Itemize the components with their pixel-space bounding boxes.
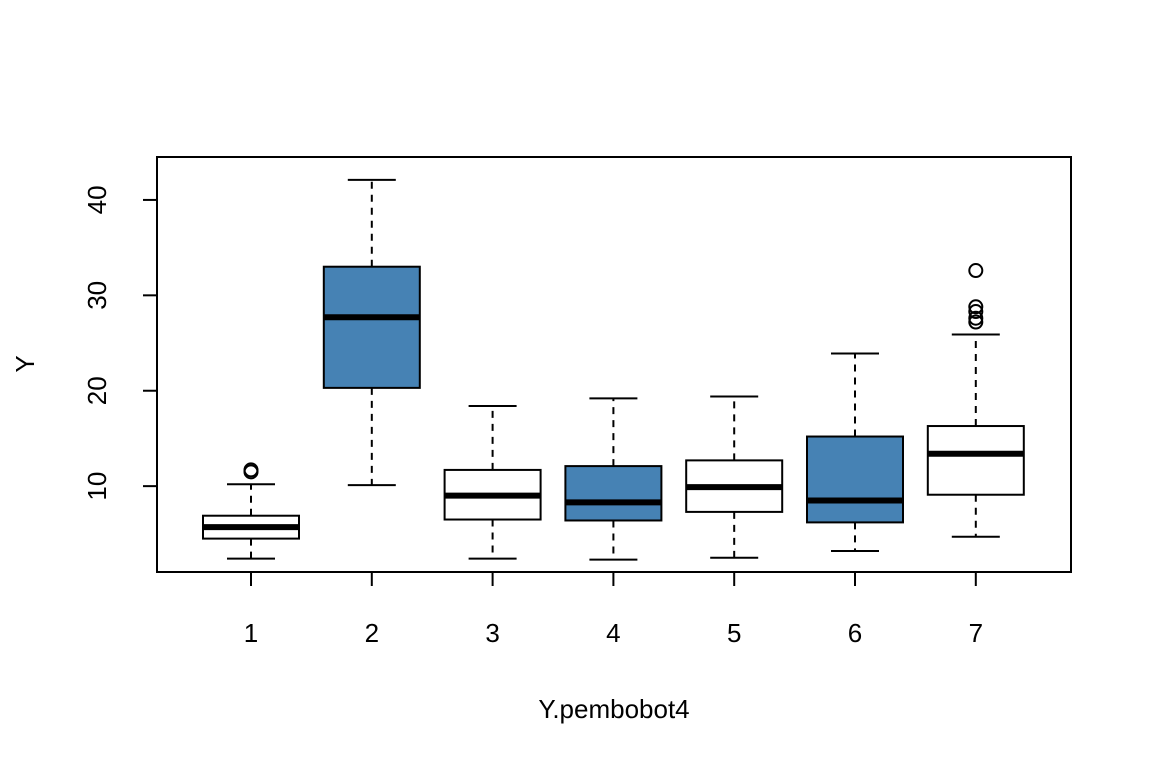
x-tick-label: 2 [365,618,379,648]
x-tick-label: 1 [244,618,258,648]
x-tick-label: 4 [606,618,620,648]
outlier-point [968,304,984,320]
box-body [806,435,904,524]
x-tick-label: 5 [727,618,741,648]
box-group-5 [685,395,784,559]
box-group-1 [202,462,300,560]
x-tick-label: 7 [969,618,983,648]
box-body [926,425,1025,496]
y-tick-label: 40 [82,185,112,214]
box-group-3 [443,405,542,560]
box-group-2 [322,178,421,487]
outlier-point [968,314,984,330]
y-tick-label: 20 [82,376,112,405]
box-body [564,465,663,522]
box-group-7 [926,263,1025,538]
x-tick-label: 6 [848,618,862,648]
box-body [322,265,421,389]
boxes-layer [202,178,1025,561]
x-tick-label: 3 [485,618,499,648]
box-group-4 [564,397,663,561]
y-axis: 10 20 30 40 [82,185,157,501]
y-tick-label: 10 [82,472,112,501]
outlier-point [968,263,984,279]
box-group-6 [806,352,904,553]
outlier-point [968,310,984,326]
y-axis-title: Y [10,355,40,372]
outlier-point [243,462,259,478]
y-tick-label: 30 [82,281,112,310]
x-axis-title: Y.pembobot4 [538,694,689,724]
x-axis: 1 2 3 4 5 6 7 [244,572,983,648]
outlier-point [968,299,984,315]
